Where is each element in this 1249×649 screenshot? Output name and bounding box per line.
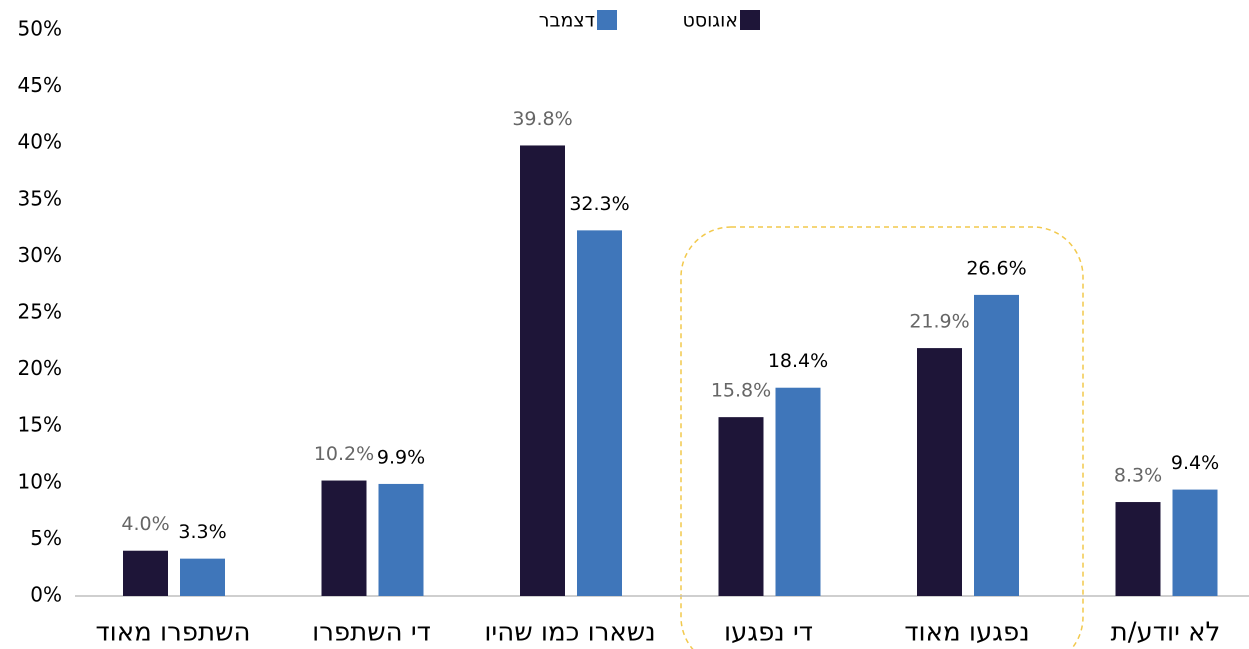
bar — [378, 483, 424, 596]
data-label: 18.4% — [768, 350, 828, 372]
bar — [1115, 502, 1161, 596]
bar — [123, 550, 168, 596]
y-tick-label: 40% — [18, 130, 62, 154]
data-label: 10.2% — [314, 443, 374, 465]
legend-label: דצמבר — [539, 10, 595, 32]
y-tick-label: 45% — [18, 73, 62, 97]
data-label: 15.8% — [711, 380, 771, 402]
bar — [520, 145, 565, 597]
y-tick-label: 0% — [30, 583, 62, 607]
data-label: 26.6% — [966, 257, 1026, 279]
bar — [775, 387, 821, 596]
data-label: 9.9% — [377, 446, 425, 468]
data-label: 9.4% — [1171, 452, 1219, 474]
y-tick-label: 5% — [30, 526, 62, 550]
data-label: 21.9% — [909, 311, 969, 333]
bar — [1172, 489, 1218, 596]
y-tick-label: 25% — [18, 300, 62, 324]
x-tick-label: נפגעו מאוד — [904, 618, 1029, 648]
legend-swatch — [740, 10, 760, 30]
bar — [321, 480, 367, 596]
y-tick-label: 15% — [18, 413, 62, 437]
data-label: 3.3% — [178, 521, 226, 543]
legend-label: אוגוסט — [682, 10, 738, 32]
x-tick-label: די השתפרו — [312, 618, 431, 648]
bar — [917, 348, 962, 596]
legend-swatch — [597, 10, 617, 30]
highlight-frame — [680, 226, 1084, 649]
data-label: 32.3% — [569, 193, 629, 215]
x-tick-label: נשארו כמו שהיו — [484, 618, 655, 648]
bar — [974, 294, 1019, 596]
x-tick-label: לא יודע/ת — [1111, 618, 1221, 648]
data-label: 39.8% — [512, 108, 572, 130]
y-tick-label: 30% — [18, 243, 62, 267]
data-label: 8.3% — [1114, 465, 1162, 487]
data-label: 4.0% — [121, 513, 169, 535]
bar — [577, 230, 622, 596]
x-tick-label: די נפגעו — [724, 618, 813, 648]
y-tick-label: 50% — [18, 17, 62, 41]
bar — [180, 558, 225, 596]
y-tick-label: 10% — [18, 469, 62, 493]
y-tick-label: 20% — [18, 356, 62, 380]
bar — [718, 417, 764, 596]
x-tick-label: השתפרו מאוד — [95, 618, 250, 648]
y-tick-label: 35% — [18, 186, 62, 210]
